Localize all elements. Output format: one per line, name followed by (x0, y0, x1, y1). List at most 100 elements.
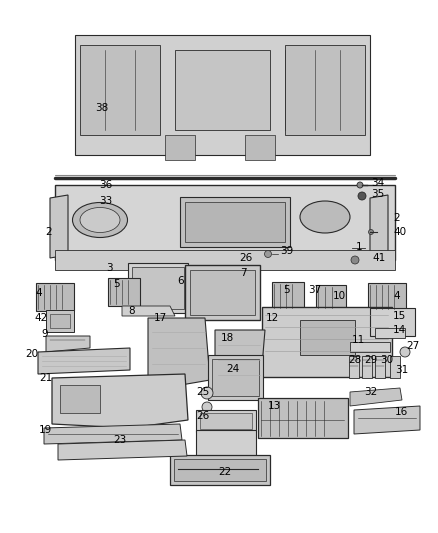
Text: 7: 7 (240, 268, 247, 278)
Polygon shape (148, 318, 210, 390)
Circle shape (265, 251, 272, 257)
Bar (196, 430, 256, 458)
Text: 26: 26 (196, 411, 209, 421)
Ellipse shape (300, 201, 350, 233)
Bar (349, 356, 359, 378)
Text: 2: 2 (46, 227, 52, 237)
Text: 42: 42 (35, 313, 48, 323)
Text: 23: 23 (113, 435, 126, 445)
Text: 13: 13 (268, 401, 281, 411)
Polygon shape (38, 348, 130, 374)
Polygon shape (58, 440, 187, 460)
Polygon shape (46, 336, 90, 352)
Bar (285, 45, 365, 135)
Bar (375, 356, 385, 378)
Bar (55, 185, 395, 260)
Text: 2: 2 (393, 213, 399, 223)
Text: 37: 37 (308, 285, 321, 295)
Circle shape (351, 256, 359, 264)
Text: 6: 6 (177, 276, 184, 286)
Text: 4: 4 (393, 291, 399, 301)
Polygon shape (370, 195, 388, 255)
Bar (174, 459, 266, 481)
Text: 20: 20 (25, 349, 38, 359)
Bar (46, 310, 74, 332)
Text: 19: 19 (39, 425, 52, 435)
Bar (350, 342, 390, 352)
Text: 9: 9 (41, 329, 48, 339)
Bar (368, 283, 406, 311)
Text: 5: 5 (113, 279, 120, 289)
Bar (185, 202, 285, 242)
Text: 4: 4 (35, 288, 42, 298)
Bar (200, 413, 252, 429)
Text: 25: 25 (196, 387, 209, 397)
Circle shape (201, 387, 213, 399)
Text: 22: 22 (218, 467, 231, 477)
Text: 21: 21 (39, 373, 52, 383)
Text: 15: 15 (393, 311, 406, 321)
Polygon shape (50, 195, 68, 258)
Bar (128, 263, 188, 313)
Polygon shape (52, 374, 188, 428)
Bar (375, 328, 405, 338)
Polygon shape (44, 424, 182, 444)
Text: 17: 17 (154, 313, 167, 323)
Text: 35: 35 (371, 189, 384, 199)
Text: 28: 28 (348, 355, 361, 365)
Bar (75, 35, 370, 155)
Bar (190, 270, 255, 315)
Bar (272, 282, 304, 310)
Bar (165, 135, 195, 160)
Bar (180, 197, 290, 247)
Polygon shape (350, 388, 402, 406)
Bar (185, 265, 260, 320)
Bar (108, 278, 140, 306)
Text: 5: 5 (283, 285, 290, 295)
Bar (370, 308, 415, 336)
Text: 38: 38 (95, 103, 108, 113)
Bar (245, 135, 275, 160)
Bar (258, 398, 348, 438)
Polygon shape (215, 330, 265, 395)
Bar (362, 356, 372, 378)
Text: 27: 27 (406, 341, 419, 351)
Bar (36, 283, 74, 311)
Bar (50, 314, 70, 328)
Text: 29: 29 (364, 355, 377, 365)
Bar (390, 356, 400, 378)
Circle shape (368, 230, 374, 235)
Bar (208, 355, 263, 400)
Text: 33: 33 (99, 196, 112, 206)
Ellipse shape (80, 207, 120, 232)
Bar (60, 385, 100, 413)
Bar (170, 455, 270, 485)
Circle shape (202, 402, 212, 412)
Circle shape (357, 182, 363, 188)
Text: 10: 10 (333, 291, 346, 301)
Text: 39: 39 (280, 246, 293, 256)
Bar (196, 410, 256, 432)
Bar (175, 50, 270, 130)
Text: 34: 34 (371, 178, 384, 188)
Text: 18: 18 (221, 333, 234, 343)
Ellipse shape (73, 203, 127, 238)
Bar (80, 45, 160, 135)
Text: 14: 14 (393, 325, 406, 335)
Text: 12: 12 (266, 313, 279, 323)
Text: 30: 30 (380, 355, 393, 365)
Text: 1: 1 (356, 242, 363, 252)
Text: 3: 3 (106, 263, 113, 273)
Polygon shape (122, 306, 175, 316)
Text: 11: 11 (352, 335, 365, 345)
Text: 16: 16 (395, 407, 408, 417)
Text: 24: 24 (226, 364, 239, 374)
Text: 8: 8 (128, 306, 135, 316)
Text: 41: 41 (372, 253, 385, 263)
Polygon shape (354, 406, 420, 434)
Circle shape (400, 347, 410, 357)
Bar (300, 320, 355, 355)
Bar (316, 285, 346, 310)
Text: 40: 40 (393, 227, 406, 237)
Text: 31: 31 (395, 365, 408, 375)
